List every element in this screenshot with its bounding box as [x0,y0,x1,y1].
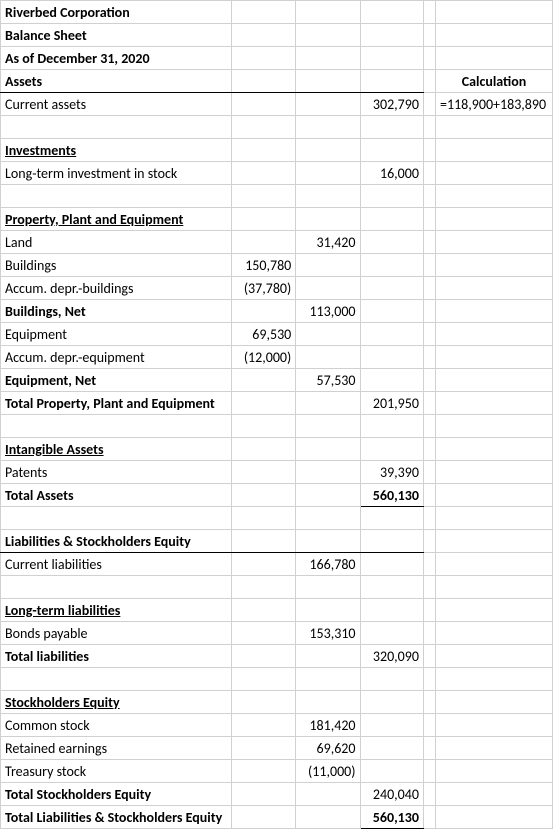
patents-value: 39,390 [360,461,423,484]
accum-bldg-label: Accum. depr.-buildings [1,277,232,300]
equipment-label: Equipment [1,323,232,346]
retained-label: Retained earnings [1,737,232,760]
equipment-net-label: Equipment, Net [1,369,232,392]
total-liab-value: 320,090 [360,645,423,668]
accum-equip-value: (12,000) [232,346,296,369]
buildings-value: 150,780 [232,254,296,277]
report-title: Balance Sheet [1,24,232,47]
total-assets-label: Total Assets [1,484,232,507]
equity-heading: Stockholders Equity [1,691,232,714]
common-stock-label: Common stock [1,714,232,737]
balance-sheet-table: Riverbed Corporation Balance Sheet As of… [0,0,553,829]
current-liab-label: Current liabilities [1,553,232,576]
investments-heading: Investments [1,139,232,162]
buildings-net-value: 113,000 [296,300,360,323]
longterm-inv-label: Long-term investment in stock [1,162,232,185]
current-assets-label: Current assets [1,93,232,116]
ppe-heading: Property, Plant and Equipment [1,208,232,231]
total-equity-value: 240,040 [360,783,423,806]
retained-value: 69,620 [296,737,360,760]
ppe-total-value: 201,950 [360,392,423,415]
land-label: Land [1,231,232,254]
current-assets-value: 302,790 [360,93,423,116]
accum-equip-label: Accum. depr.-equipment [1,346,232,369]
report-date: As of December 31, 2020 [1,47,232,70]
calculation-header: Calculation [436,70,553,93]
buildings-net-label: Buildings, Net [1,300,232,323]
intangible-heading: Intangible Assets [1,438,232,461]
longterm-liab-heading: Long-term liabilities [1,599,232,622]
total-equity-label: Total Stockholders Equity [1,783,232,806]
grand-total-label: Total Liabilities & Stockholders Equity [1,806,232,829]
accum-bldg-value: (37,780) [232,277,296,300]
current-assets-calc: =118,900+183,890 [436,93,553,116]
patents-label: Patents [1,461,232,484]
total-liab-label: Total liabilities [1,645,232,668]
grand-total-value: 560,130 [360,806,423,829]
common-stock-value: 181,420 [296,714,360,737]
treasury-value: (11,000) [296,760,360,783]
equipment-net-value: 57,530 [296,369,360,392]
company-name: Riverbed Corporation [1,1,232,24]
treasury-label: Treasury stock [1,760,232,783]
current-liab-value: 166,780 [296,553,360,576]
equipment-value: 69,530 [232,323,296,346]
liab-equity-heading: Liabilities & Stockholders Equity [1,530,232,553]
total-assets-value: 560,130 [360,484,423,507]
ppe-total-label: Total Property, Plant and Equipment [1,392,232,415]
bonds-label: Bonds payable [1,622,232,645]
land-value: 31,420 [296,231,360,254]
buildings-label: Buildings [1,254,232,277]
longterm-inv-value: 16,000 [360,162,423,185]
assets-header: Assets [1,70,232,93]
bonds-value: 153,310 [296,622,360,645]
